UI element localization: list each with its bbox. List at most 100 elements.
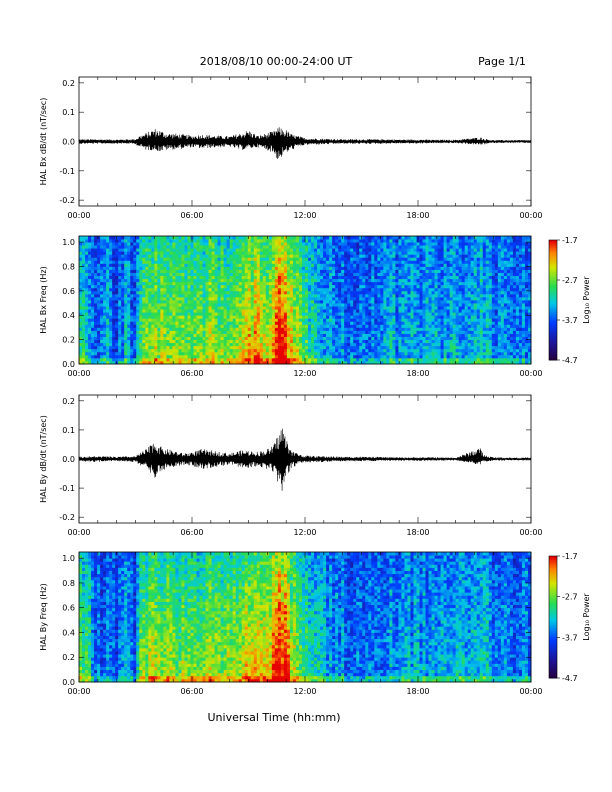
spectrogram-cell: [88, 360, 92, 365]
spectrogram-cell: [175, 236, 179, 240]
spectrogram-cell: [347, 296, 351, 301]
spectrogram-cell: [133, 354, 137, 359]
spectrogram-cell: [365, 236, 369, 240]
spectrogram-cell: [320, 342, 324, 347]
spectrogram-cell: [169, 257, 173, 261]
spectrogram-cell: [383, 315, 387, 319]
spectrogram-cell: [175, 281, 179, 286]
spectrogram-cell: [422, 290, 426, 295]
spectrogram-cell: [419, 327, 423, 331]
spectrogram-cell: [199, 312, 203, 316]
spectrogram-cell: [247, 251, 252, 255]
spectrogram-cell: [196, 336, 200, 341]
spectrogram-cell: [118, 312, 122, 316]
spectrogram-cell: [377, 342, 381, 347]
spectrogram-cell: [244, 303, 249, 307]
spectrogram-cell: [118, 327, 122, 331]
spectrogram-cell: [97, 263, 101, 267]
spectrogram-cell: [392, 248, 396, 252]
spectrogram-cell: [298, 348, 303, 353]
spectrogram-cell: [175, 315, 179, 319]
spectrogram-cell: [241, 354, 246, 359]
spectrogram-cell: [374, 315, 378, 319]
spectrogram-cell: [301, 300, 306, 304]
spectrogram-cell: [247, 321, 252, 325]
spectrogram-cell: [256, 263, 261, 267]
spectrogram-cell: [347, 254, 351, 258]
spectrogram-cell: [118, 321, 122, 325]
spectrogram-cell: [193, 315, 197, 319]
spectrogram-cell: [241, 336, 246, 341]
spectrogram-cell: [395, 333, 399, 337]
spectrogram-cell: [374, 300, 378, 304]
spectrogram-cell: [196, 300, 200, 304]
spectrogram-cell: [220, 321, 225, 325]
spectrogram-cell: [317, 242, 321, 246]
spectrogram-cell: [115, 333, 119, 337]
spectrogram-cell: [386, 266, 390, 270]
spectrogram-cell: [359, 348, 363, 353]
spectrogram-cell: [154, 318, 158, 322]
spectrogram-cell: [283, 266, 288, 270]
spectrogram-cell: [124, 333, 128, 337]
spectrogram-cell: [166, 333, 170, 337]
spectrogram-cell: [271, 266, 276, 270]
spectrogram-cell: [226, 312, 231, 316]
spectrogram-cell: [395, 336, 399, 341]
spectrogram-cell: [413, 360, 417, 365]
spectrogram-cell: [371, 239, 375, 243]
spectrogram-cell: [235, 342, 240, 347]
spectrogram-cell: [298, 306, 303, 310]
spectrogram-cell: [175, 342, 179, 347]
spectrogram-cell: [79, 257, 83, 261]
spectrogram-cell: [389, 354, 393, 359]
spectrogram-cell: [274, 345, 279, 350]
spectrogram-cell: [314, 342, 318, 347]
spectrogram-cell: [329, 357, 333, 362]
spectrogram-cell: [145, 278, 149, 283]
spectrogram-cell: [344, 348, 348, 353]
spectrogram-cell: [332, 251, 336, 255]
spectrogram-cell: [115, 281, 119, 286]
spectrogram-cell: [133, 263, 137, 267]
spectrogram-cell: [356, 281, 360, 286]
spectrogram-cell: [335, 357, 339, 362]
spectrogram-cell: [223, 263, 228, 267]
spectrogram-cell: [410, 330, 414, 334]
spectrogram-cell: [320, 296, 324, 301]
spectrogram-cell: [184, 309, 188, 313]
spectrogram-cell: [217, 339, 222, 344]
spectrogram-cell: [314, 348, 318, 353]
spectrogram-cell: [350, 242, 354, 246]
spectrogram-cell: [256, 284, 261, 289]
spectrogram-cell: [175, 257, 179, 261]
spectrogram-cell: [142, 348, 146, 353]
spectrogram-cell: [148, 312, 152, 316]
spectrogram-cell: [118, 330, 122, 334]
spectrogram-cell: [383, 296, 387, 301]
spectrogram-cell: [362, 360, 366, 365]
spectrogram-cell: [305, 360, 309, 365]
spectrogram-cell: [271, 342, 276, 347]
spectrogram-cell: [344, 266, 348, 270]
spectrogram-cell: [398, 257, 402, 261]
spectrogram-cell: [211, 336, 215, 341]
spectrogram-cell: [271, 339, 276, 344]
spectrogram-cell: [259, 306, 264, 310]
spectrogram-cell: [106, 303, 110, 307]
spectrogram-cell: [172, 315, 176, 319]
spectrogram-cell: [211, 360, 215, 365]
spectrogram-cell: [295, 345, 300, 350]
spectrogram-cell: [371, 293, 375, 298]
spectrogram-cell: [268, 300, 273, 304]
spectrogram-cell: [365, 254, 369, 258]
spectrogram-cell: [425, 236, 429, 240]
spectrogram-cell: [314, 290, 318, 295]
spectrogram-cell: [166, 296, 170, 301]
spectrogram-cell: [148, 284, 152, 289]
spectrogram-cell: [208, 281, 212, 286]
spectrogram-cell: [271, 263, 276, 267]
spectrogram-cell: [271, 357, 276, 362]
spectrogram-cell: [163, 336, 167, 341]
spectrogram-cell: [187, 263, 191, 267]
